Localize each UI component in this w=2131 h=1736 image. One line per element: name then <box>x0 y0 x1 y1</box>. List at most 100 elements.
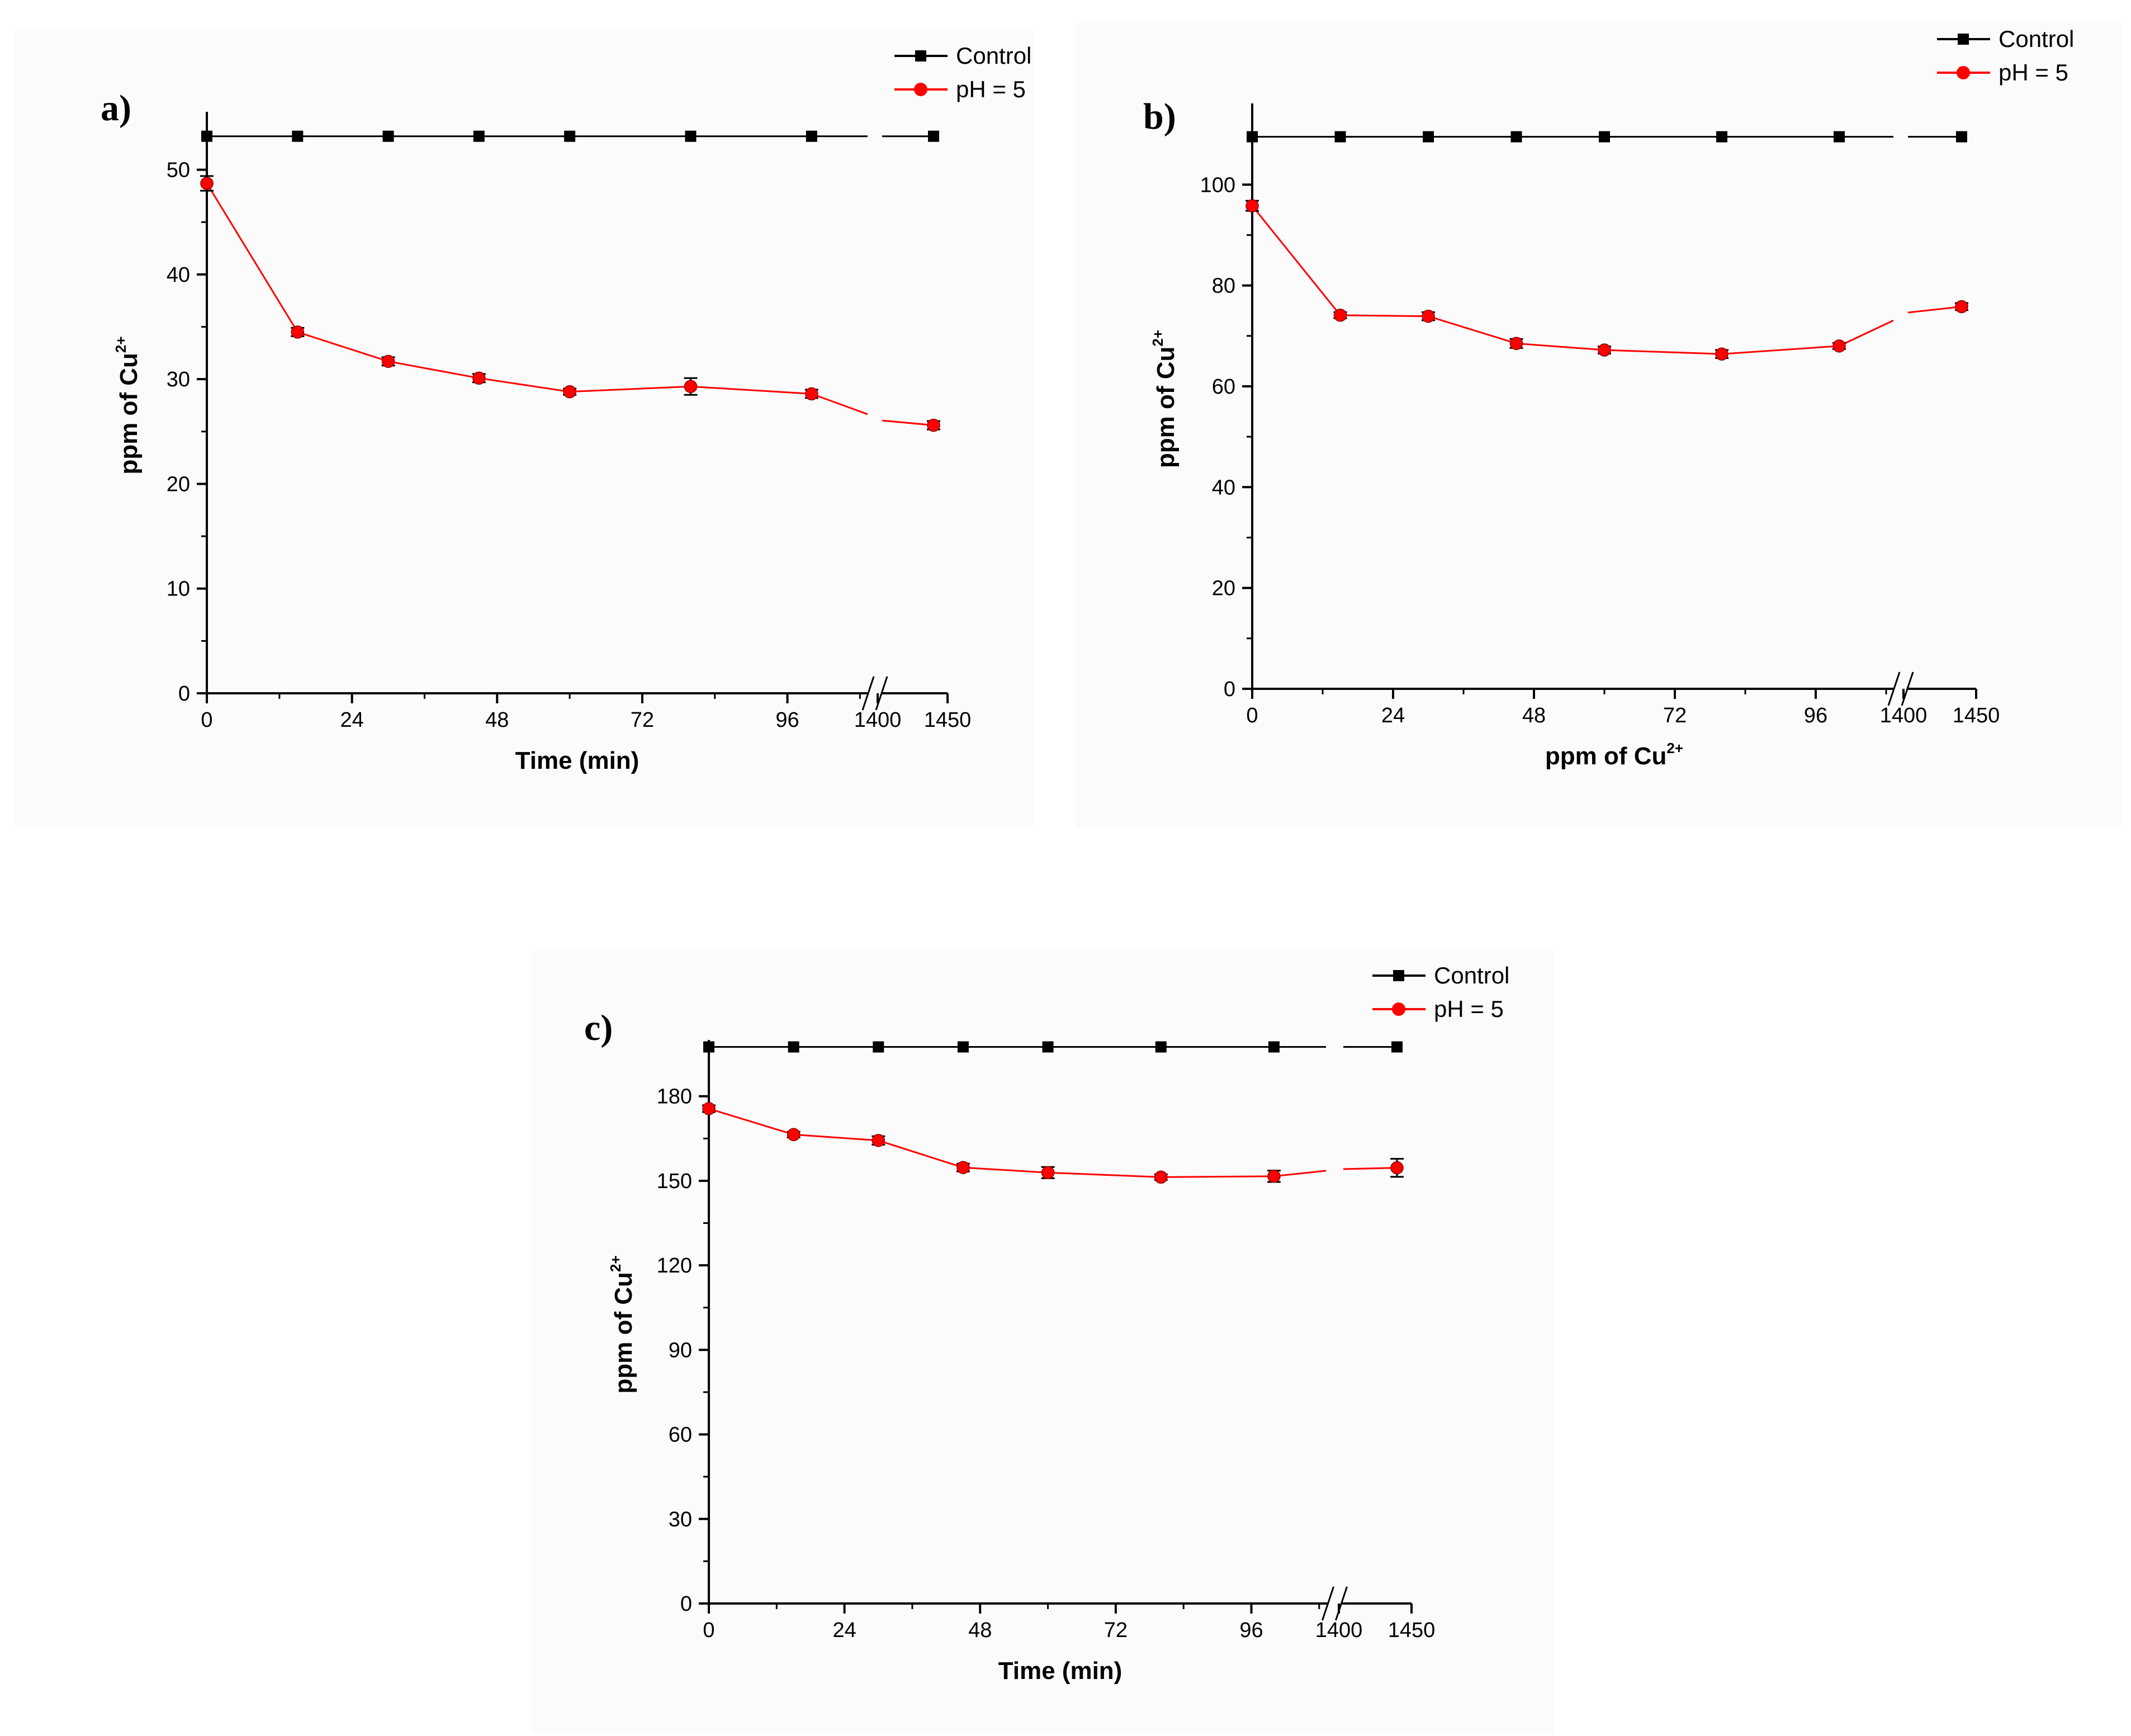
data-point-ph5 <box>1154 1170 1168 1184</box>
x-tick-label: 72 <box>1104 1619 1128 1642</box>
y-tick-label: 0 <box>1224 678 1235 701</box>
legend-marker-circle <box>1392 1002 1405 1016</box>
chart-panel-c: 0 30 60 90 120 150 180 0 24 48 72 96 1400 1450 Time (m… <box>584 962 1509 1685</box>
series-line-ph5 <box>1251 205 1894 355</box>
y-tick-label: 20 <box>167 472 190 496</box>
data-point-control <box>1155 1041 1167 1053</box>
x-axis-label-superscript: 2+ <box>1666 740 1683 756</box>
x-tick-label: 24 <box>832 1619 856 1642</box>
x-tick-label: 0 <box>1246 704 1258 727</box>
legend-label: pH = 5 <box>1999 59 2068 86</box>
x-axis-label: Time (min) <box>515 747 640 774</box>
x-tick-label: 96 <box>1239 1619 1263 1642</box>
panel-b-background <box>1076 22 2123 827</box>
y-axis-label-superscript: 2+ <box>112 336 129 353</box>
data-point-ph5 <box>872 1134 885 1147</box>
panel-a-background <box>14 28 1034 827</box>
panel-label: b) <box>1143 96 1176 137</box>
y-axis-label-text: ppm of Cu <box>610 1272 637 1394</box>
y-axis-label: ppm of Cu2+ <box>607 1255 637 1393</box>
data-point-ph5 <box>1832 339 1846 353</box>
data-point-ph5 <box>1246 199 1259 212</box>
y-axis-label-text: ppm of Cu <box>1152 347 1180 469</box>
data-point-control <box>928 130 939 142</box>
data-point-control <box>1599 131 1610 143</box>
y-tick-label: 0 <box>680 1592 692 1616</box>
x-axis-break-mark <box>861 676 875 711</box>
series-line-ph5 <box>1907 305 1962 314</box>
y-tick-label: 80 <box>1212 275 1235 298</box>
data-point-control <box>1716 131 1727 143</box>
x-tick-label: 1450 <box>1388 1619 1436 1642</box>
data-point-ph5 <box>1509 337 1523 351</box>
data-point-control <box>1510 131 1522 143</box>
data-point-ph5 <box>291 325 305 339</box>
data-point-control <box>1391 1041 1403 1053</box>
x-tick-label: 1400 <box>1880 704 1928 727</box>
data-point-ph5 <box>1041 1166 1055 1180</box>
x-tick-label: 24 <box>1381 704 1405 727</box>
x-axis-label: ppm of Cu2+ <box>1545 740 1683 770</box>
data-point-ph5 <box>702 1102 716 1115</box>
y-tick-label: 40 <box>167 263 190 287</box>
data-point-control <box>1268 1041 1280 1053</box>
data-point-ph5 <box>1955 300 1968 314</box>
x-tick-label: 0 <box>703 1619 714 1642</box>
x-axis-label-text: ppm of Cu <box>1545 742 1667 770</box>
x-axis-label-text: Time (min) <box>998 1657 1123 1685</box>
x-tick-label: 48 <box>1522 704 1546 727</box>
y-axis-label: ppm of Cu2+ <box>1149 330 1180 468</box>
data-point-ph5 <box>787 1128 801 1142</box>
legend-label: Control <box>1999 26 2074 52</box>
legend-marker-square <box>1393 970 1404 981</box>
data-point-control <box>473 130 485 142</box>
data-point-ph5 <box>1422 309 1435 323</box>
data-point-control <box>1247 131 1258 143</box>
x-axis-break-mark <box>1322 1586 1334 1621</box>
series-line-ph5 <box>708 1108 1327 1178</box>
legend-marker-square <box>1958 34 1969 45</box>
x-tick-label: 1450 <box>924 708 972 732</box>
y-tick-label: 100 <box>1200 173 1235 197</box>
x-axis-break-mark <box>1887 671 1901 706</box>
panel-label: c) <box>584 1007 613 1048</box>
data-point-ph5 <box>1333 309 1347 322</box>
x-tick-label: 96 <box>1804 704 1827 727</box>
data-point-ph5 <box>1267 1170 1281 1183</box>
data-point-ph5 <box>805 387 818 401</box>
x-tick-label: 48 <box>968 1619 992 1642</box>
y-tick-label: 30 <box>669 1508 692 1531</box>
y-tick-label: 180 <box>657 1085 692 1109</box>
data-point-ph5 <box>472 371 486 385</box>
y-axis-label: ppm of Cu2+ <box>112 336 143 474</box>
data-point-control <box>806 130 817 142</box>
data-point-control <box>685 130 697 142</box>
data-point-ph5 <box>1715 347 1729 361</box>
data-point-ph5 <box>381 354 395 368</box>
y-tick-label: 120 <box>657 1254 692 1278</box>
x-tick-label: 96 <box>775 708 799 732</box>
legend-label: pH = 5 <box>956 76 1026 102</box>
legend-label: Control <box>1434 962 1509 988</box>
x-tick-label: 1400 <box>1315 1619 1363 1642</box>
y-axis-label-text: ppm of Cu <box>115 353 143 475</box>
y-tick-label: 10 <box>167 578 190 601</box>
data-point-control <box>703 1041 714 1053</box>
data-point-control <box>1423 131 1434 143</box>
series-line-ph5 <box>1343 1167 1398 1170</box>
data-point-control <box>292 130 304 142</box>
data-point-ph5 <box>1598 343 1611 357</box>
y-tick-label: 40 <box>1212 476 1235 499</box>
data-point-control <box>873 1041 884 1053</box>
data-point-ph5 <box>1390 1161 1404 1175</box>
y-tick-label: 60 <box>669 1423 692 1447</box>
x-axis-break-mark <box>875 676 888 711</box>
legend-marker-circle <box>1957 66 1970 79</box>
series-line-ph5 <box>206 183 868 415</box>
y-tick-label: 90 <box>669 1338 692 1362</box>
legend-label: pH = 5 <box>1434 996 1504 1022</box>
data-point-control <box>957 1041 969 1053</box>
x-axis-break-mark <box>1335 1586 1348 1621</box>
